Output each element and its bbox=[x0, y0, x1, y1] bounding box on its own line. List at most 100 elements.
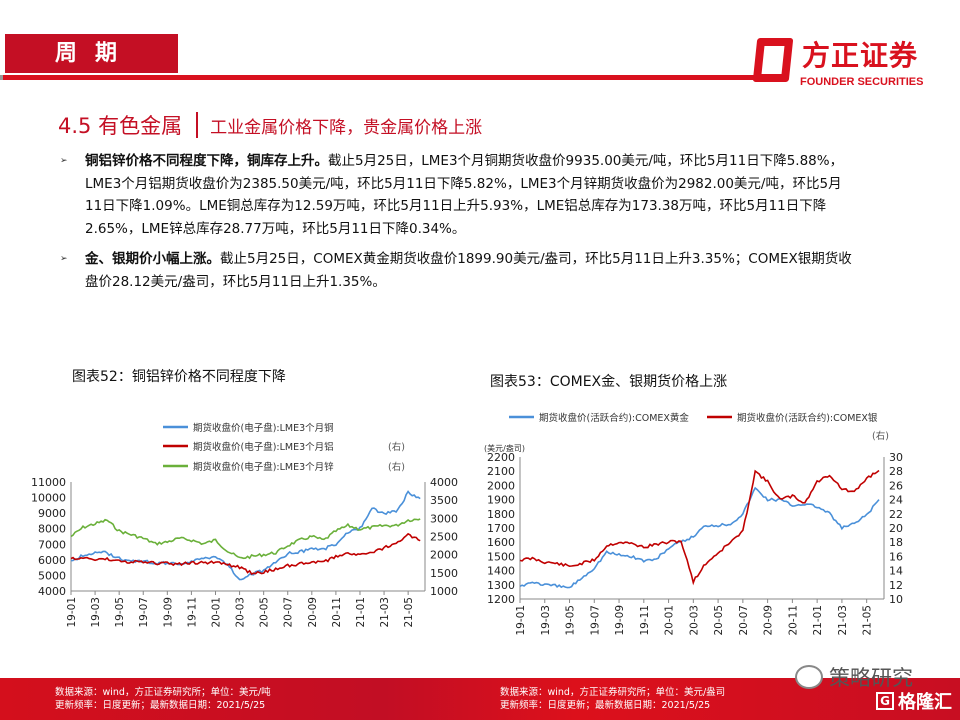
y-tick-label: 2100 bbox=[487, 465, 515, 478]
x-tick-label: 21-05 bbox=[862, 605, 874, 636]
title-sub: 工业金属价格下降，贵金属价格上涨 bbox=[210, 117, 483, 138]
bullet-arrow-icon: ➢ bbox=[60, 156, 68, 166]
y2-tick-label: 14 bbox=[889, 565, 903, 578]
legend-label: 期货收盘价(活跃合约):COMEX银 bbox=[737, 412, 878, 424]
brand-watermark: G 格隆汇 bbox=[876, 688, 952, 714]
legend-label: 期货收盘价(活跃合约):COMEX黄金 bbox=[539, 412, 689, 424]
y2-tick-label: 1000 bbox=[430, 585, 458, 598]
legend-suffix: (右) bbox=[388, 461, 405, 473]
y-tick-label: 1400 bbox=[487, 565, 515, 578]
y-axis-unit: (美元/盎司) bbox=[484, 443, 525, 453]
y2-tick-label: 26 bbox=[889, 479, 903, 492]
footer-source: 数据来源：wind，方正证券研究所；单位：美元/盎司 bbox=[500, 687, 726, 698]
x-tick-label: 19-07 bbox=[138, 597, 150, 628]
y-tick-label: 1300 bbox=[487, 579, 515, 592]
y2-tick-label: 12 bbox=[889, 579, 903, 592]
title-separator bbox=[196, 112, 199, 138]
x-tick-label: 20-03 bbox=[688, 605, 700, 636]
logo-cn-text: 方正证券 bbox=[802, 39, 919, 72]
x-tick-label: 19-09 bbox=[614, 605, 626, 636]
x-tick-label: 20-09 bbox=[307, 597, 319, 628]
y2-tick-label: 3500 bbox=[430, 494, 458, 507]
bullet-body: 截止5月25日，LME3个月铜期货收盘价9935.00美元/吨，环比5月11日下… bbox=[85, 153, 844, 237]
bullet-arrow-icon: ➢ bbox=[60, 254, 68, 264]
x-tick-label: 19-01 bbox=[515, 605, 527, 636]
chart-52-title: 图表52：铜铝锌价格不同程度下降 bbox=[72, 369, 286, 385]
header-divider bbox=[0, 75, 755, 80]
legend-label: 期货收盘价(电子盘):LME3个月铝 bbox=[193, 441, 334, 453]
series-line-0 bbox=[70, 490, 421, 581]
x-tick-label: 19-05 bbox=[565, 605, 577, 636]
y-tick-label: 1600 bbox=[487, 536, 515, 549]
y-tick-label: 1500 bbox=[487, 550, 515, 563]
y2-tick-label: 10 bbox=[889, 593, 903, 606]
y2-tick-label: 20 bbox=[889, 522, 903, 535]
x-tick-label: 19-01 bbox=[66, 597, 78, 628]
x-tick-label: 21-03 bbox=[379, 597, 391, 628]
x-tick-label: 20-01 bbox=[664, 605, 676, 636]
section-label: 周期 bbox=[55, 41, 136, 66]
wechat-watermark: 策略研究 bbox=[795, 662, 913, 692]
y-tick-label: 1700 bbox=[487, 522, 515, 535]
footer-note-left: 数据来源：wind，方正证券研究所；单位：美元/吨 更新频率：日度更新；最新数据… bbox=[55, 686, 271, 712]
legend-label: 期货收盘价(电子盘):LME3个月铜 bbox=[193, 422, 334, 434]
x-tick-label: 21-01 bbox=[355, 597, 367, 628]
x-tick-label: 20-07 bbox=[283, 597, 295, 628]
y-tick-label: 9000 bbox=[38, 507, 66, 520]
y-tick-label: 6000 bbox=[38, 554, 66, 567]
footer-update: 更新频率：日度更新；最新数据日期：2021/5/25 bbox=[55, 700, 266, 711]
y2-tick-label: 2000 bbox=[430, 549, 458, 562]
y2-tick-label: 16 bbox=[889, 550, 903, 563]
y-tick-label: 2000 bbox=[487, 479, 515, 492]
legend-suffix: (右) bbox=[388, 441, 405, 453]
logo-en-text: FOUNDER SECURITIES bbox=[800, 76, 924, 88]
y2-tick-label: 30 bbox=[889, 451, 903, 464]
x-tick-label: 20-05 bbox=[259, 597, 271, 628]
x-tick-label: 19-07 bbox=[589, 605, 601, 636]
x-tick-label: 20-05 bbox=[713, 605, 725, 636]
y-tick-label: 1200 bbox=[487, 593, 515, 606]
y2-tick-label: 22 bbox=[889, 508, 903, 521]
y-tick-label: 2200 bbox=[487, 451, 515, 464]
company-logo: 方正证券 FOUNDER SECURITIES bbox=[752, 34, 955, 94]
x-tick-label: 19-11 bbox=[639, 605, 651, 636]
x-tick-label: 21-03 bbox=[837, 605, 849, 636]
x-tick-label: 19-03 bbox=[90, 597, 102, 628]
series-line-1 bbox=[70, 532, 421, 575]
footer-source: 数据来源：wind，方正证券研究所；单位：美元/吨 bbox=[55, 687, 271, 698]
footer-note-right: 数据来源：wind，方正证券研究所；单位：美元/盎司 更新频率：日度更新；最新数… bbox=[500, 686, 725, 712]
series-line-0 bbox=[519, 486, 880, 589]
wechat-icon bbox=[795, 665, 823, 689]
y-tick-label: 1800 bbox=[487, 508, 515, 521]
legend-suffix: (右) bbox=[872, 430, 889, 442]
y2-tick-label: 1500 bbox=[430, 567, 458, 580]
x-tick-label: 19-05 bbox=[114, 597, 126, 628]
bullet-list: ➢ 铜铝锌价格不同程度下降，铜库存上升。截止5月25日，LME3个月铜期货收盘价… bbox=[60, 150, 855, 301]
legend-label: 期货收盘价(电子盘):LME3个月锌 bbox=[193, 461, 334, 473]
x-tick-label: 19-09 bbox=[162, 597, 174, 628]
bullet-body: 截止5月25日，COMEX黄金期货收盘价1899.90美元/盎司，环比5月11日… bbox=[85, 251, 852, 290]
y2-tick-label: 24 bbox=[889, 494, 903, 507]
y-tick-label: 7000 bbox=[38, 538, 66, 551]
y2-tick-label: 18 bbox=[889, 536, 903, 549]
x-tick-label: 20-03 bbox=[235, 597, 247, 628]
series-line-2 bbox=[70, 518, 421, 560]
bullet-item: ➢ 铜铝锌价格不同程度下降，铜库存上升。截止5月25日，LME3个月铜期货收盘价… bbox=[60, 150, 855, 240]
x-tick-label: 20-11 bbox=[331, 597, 343, 628]
x-tick-label: 20-01 bbox=[210, 597, 222, 628]
x-tick-label: 19-03 bbox=[540, 605, 552, 636]
y2-tick-label: 2500 bbox=[430, 531, 458, 544]
x-tick-label: 21-01 bbox=[812, 605, 824, 636]
y2-tick-label: 4000 bbox=[430, 476, 458, 489]
series-line-1 bbox=[519, 469, 880, 586]
y2-tick-label: 3000 bbox=[430, 512, 458, 525]
brand-text: 格隆汇 bbox=[898, 692, 952, 713]
bullet-heading: 金、银期价小幅上涨。 bbox=[85, 251, 220, 267]
x-tick-label: 21-05 bbox=[403, 597, 415, 628]
x-tick-label: 20-09 bbox=[763, 605, 775, 636]
y-tick-label: 11000 bbox=[31, 476, 66, 489]
slide-title: 4.5 有色金属 工业金属价格下降，贵金属价格上涨 bbox=[58, 110, 482, 140]
x-tick-label: 20-11 bbox=[787, 605, 799, 636]
chart-53-title: 图表53：COMEX金、银期货价格上涨 bbox=[490, 374, 728, 390]
